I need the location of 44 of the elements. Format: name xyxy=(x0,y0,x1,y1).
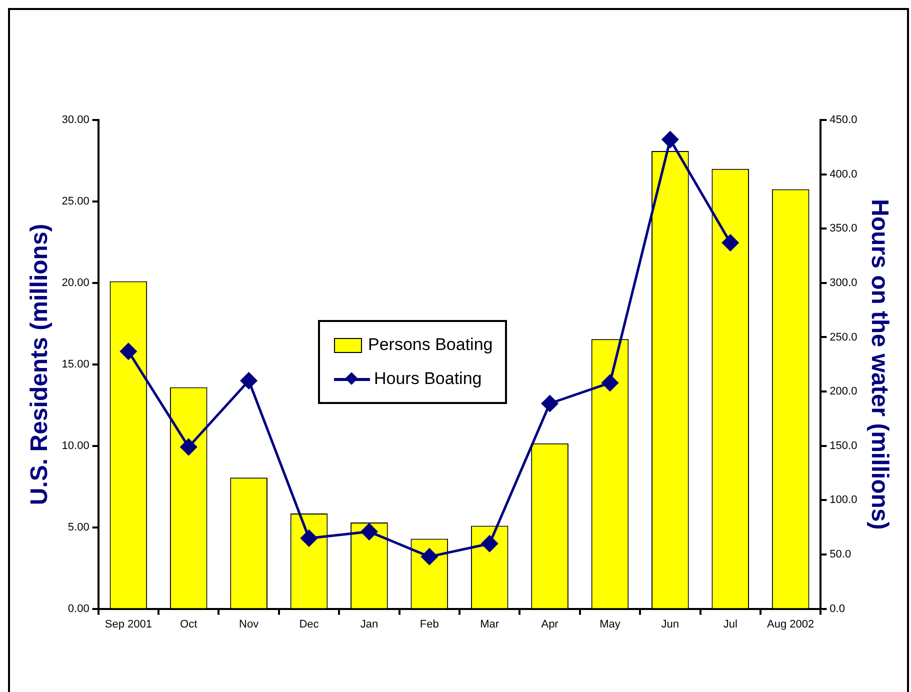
x-tick-label: Sep 2001 xyxy=(104,618,152,630)
y2-tick-label: 150.0 xyxy=(830,440,858,452)
y-axis-title: U.S. Residents (millions) xyxy=(26,224,54,506)
x-tick-label: Oct xyxy=(180,618,198,630)
y-tick-label: 0.00 xyxy=(68,602,90,615)
y2-tick-label: 450.0 xyxy=(830,114,858,126)
y2-tick-label: 0.0 xyxy=(830,602,845,615)
x-tick-label: Jan xyxy=(360,618,378,630)
x-tick-label: Jul xyxy=(723,618,738,630)
point xyxy=(542,395,558,412)
point xyxy=(662,131,678,148)
y-tick-label: 10.00 xyxy=(62,440,90,452)
y2-tick-label: 50.0 xyxy=(830,548,852,561)
x-tick-label: Mar xyxy=(480,618,500,630)
legend-label: Hours Boating xyxy=(374,369,482,389)
x-tick-label: Feb xyxy=(420,618,439,630)
y-tick-label: 20.00 xyxy=(62,276,90,289)
x-tick-label: Jun xyxy=(661,618,680,630)
point xyxy=(180,438,197,456)
point xyxy=(300,530,318,546)
y2-tick-label: 250.0 xyxy=(830,331,858,344)
x-tick-label: Aug 2002 xyxy=(767,618,814,630)
x-tick-label: Dec xyxy=(299,618,320,630)
y2-tick-label: 100.0 xyxy=(830,494,858,506)
y-tick-label: 5.00 xyxy=(68,521,90,534)
x-tick-label: May xyxy=(600,618,621,630)
point xyxy=(240,372,258,389)
y2-tick-label: 200.0 xyxy=(830,386,858,398)
x-tick-label: Nov xyxy=(239,618,260,630)
y-tick-label: 25.00 xyxy=(62,196,90,208)
point xyxy=(360,523,378,540)
point xyxy=(481,535,498,552)
y2-tick-label: 400.0 xyxy=(830,168,858,180)
x-tick-label: Apr xyxy=(541,618,559,630)
y2-tick-label: 300.0 xyxy=(830,276,858,289)
point xyxy=(421,548,438,565)
y-tick-label: 30.00 xyxy=(62,114,90,126)
point xyxy=(722,234,739,251)
legend-label: Persons Boating xyxy=(368,335,493,355)
y-tick-label: 15.00 xyxy=(62,358,90,370)
y2-tick-label: 350.0 xyxy=(830,222,858,235)
point xyxy=(602,374,618,392)
y2-axis-title: Hours on the water (millions) xyxy=(866,199,893,530)
point xyxy=(120,343,137,360)
